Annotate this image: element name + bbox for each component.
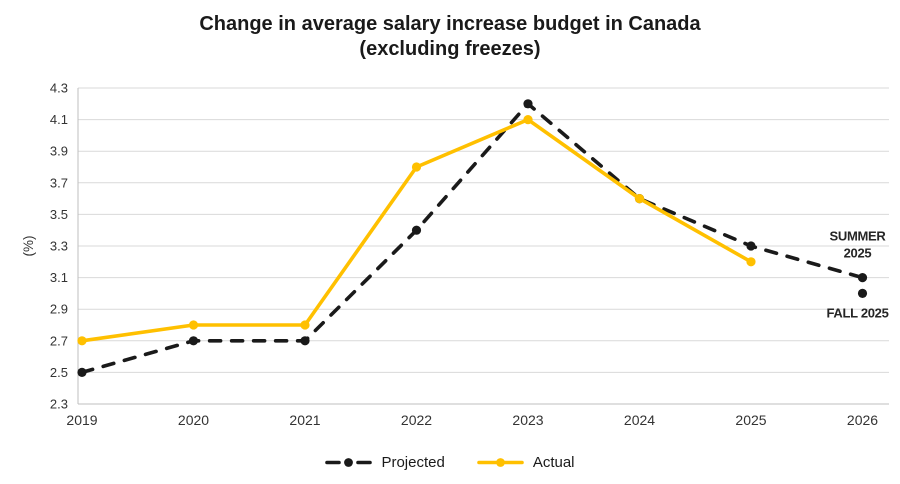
annotation-text: 2025	[844, 246, 872, 261]
data-point-actual	[746, 257, 756, 267]
legend-line-sample-actual	[477, 458, 524, 467]
data-point-actual	[523, 115, 533, 125]
legend-marker-projected	[344, 458, 354, 467]
annotation-text: FALL 2025	[826, 305, 888, 320]
data-point-projected	[188, 336, 199, 346]
x-tick-label: 2021	[289, 412, 320, 428]
y-tick-label: 3.3	[50, 239, 68, 254]
data-point-projected	[77, 367, 87, 377]
legend-marker-actual	[495, 458, 505, 467]
chart-title: Change in average salary increase budget…	[0, 12, 900, 62]
y-tick-label: 4.3	[50, 81, 68, 96]
chart-title-line1: Change in average salary increase budget…	[199, 13, 701, 35]
data-point-projected	[411, 225, 422, 235]
y-tick-label: 3.9	[50, 144, 68, 159]
chart-title-line2: (excluding freezes)	[359, 38, 541, 60]
y-tick-label: 3.5	[50, 207, 68, 222]
data-point-actual	[634, 194, 645, 204]
x-tick-label: 2020	[178, 412, 209, 428]
standalone-data-point	[857, 288, 868, 298]
legend-item-actual: Actual	[477, 454, 575, 471]
legend-item-projected: Projected	[325, 454, 445, 471]
x-tick-label: 2019	[66, 412, 97, 428]
legend-label-projected: Projected	[381, 454, 445, 471]
data-point-actual	[300, 320, 310, 330]
data-point-projected	[857, 273, 868, 283]
legend: Projected Actual	[0, 454, 900, 471]
x-tick-label: 2025	[735, 412, 766, 428]
data-point-projected	[523, 99, 533, 109]
legend-line-sample-projected	[325, 458, 373, 467]
x-tick-label: 2022	[401, 412, 432, 428]
data-point-projected	[300, 336, 310, 346]
y-tick-label: 2.5	[50, 365, 68, 380]
y-tick-label: 4.1	[50, 112, 68, 127]
legend-label-actual: Actual	[532, 454, 575, 471]
annotation-text: SUMMER	[830, 229, 887, 244]
x-tick-label: 2023	[512, 412, 543, 428]
x-tick-label: 2024	[624, 412, 655, 428]
y-tick-label: 2.9	[50, 302, 68, 317]
data-point-actual	[77, 336, 87, 346]
y-tick-label: 3.1	[50, 270, 68, 285]
data-point-actual	[188, 320, 199, 330]
y-axis-title: (%)	[21, 236, 36, 257]
data-point-projected	[746, 241, 756, 251]
y-tick-label: 2.7	[50, 333, 68, 348]
y-tick-label: 2.3	[50, 397, 68, 412]
data-point-actual	[411, 162, 422, 172]
y-tick-label: 3.7	[50, 175, 68, 190]
x-tick-label: 2026	[847, 412, 878, 428]
series-line-projected	[80, 102, 865, 375]
